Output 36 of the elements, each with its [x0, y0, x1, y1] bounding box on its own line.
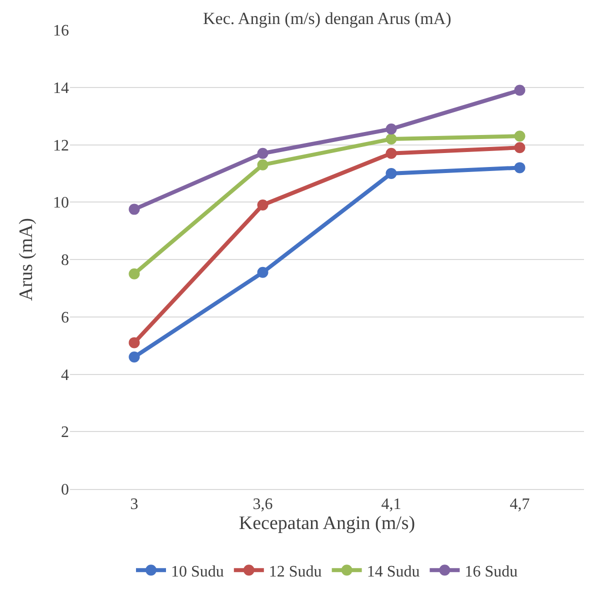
x-tick-label: 4,1 [381, 496, 402, 514]
y-tick-label: 16 [53, 22, 69, 40]
legend-label: 16 Sudu [464, 563, 518, 580]
y-tick-label: 2 [61, 424, 69, 442]
point [257, 199, 268, 210]
point [514, 142, 526, 154]
chart-title: Kec. Angin (m/s) dengan Arus (mA) [203, 9, 452, 28]
y-tick-label: 0 [61, 482, 69, 499]
y-tick-label: 10 [53, 194, 69, 212]
legend-label: 14 Sudu [366, 563, 420, 580]
y-tick-label: 12 [53, 137, 69, 154]
point [514, 162, 526, 174]
legend-label: 10 Sudu [171, 563, 224, 580]
y-tick-label: 4 [61, 366, 69, 384]
point [128, 268, 140, 280]
legend-label: 12 Sudu [268, 563, 322, 580]
point [514, 84, 526, 96]
point [386, 168, 397, 179]
y-tick-label: 8 [61, 252, 69, 270]
y-tick-label: 14 [53, 80, 69, 97]
point [257, 159, 268, 170]
x-tick-label: 3 [130, 496, 138, 514]
point [257, 148, 268, 159]
point [128, 352, 140, 363]
y-axis-title: Arus (mA) [16, 218, 37, 301]
y-tick-label: 6 [61, 309, 69, 326]
point [257, 266, 268, 278]
point [386, 148, 397, 159]
point [128, 204, 140, 215]
point [386, 134, 397, 145]
x-tick-label: 3,6 [252, 496, 273, 514]
point [514, 130, 526, 142]
point [386, 123, 397, 134]
x-axis-title: Kecepatan Angin (m/s) [238, 513, 416, 534]
x-tick-label: 4,7 [510, 496, 530, 514]
point [128, 337, 140, 348]
